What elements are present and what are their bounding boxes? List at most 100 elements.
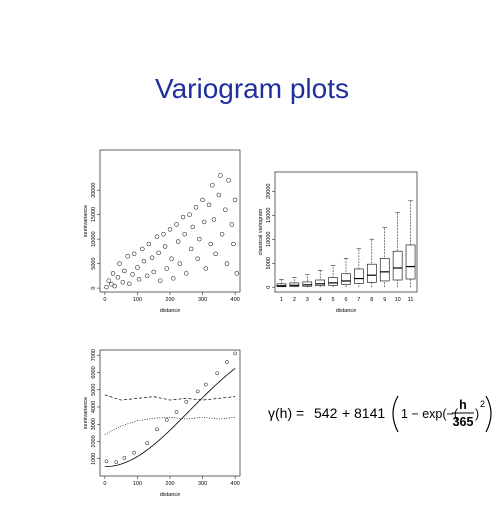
- scatter-point: [136, 277, 142, 282]
- scatter-point: [208, 241, 213, 247]
- envelope-line: [104, 416, 236, 435]
- data-point: [145, 441, 150, 446]
- plot-frame: [99, 349, 241, 477]
- scatter-point: [197, 236, 202, 242]
- scatter-point: [180, 214, 186, 220]
- x-axis-label: distance: [336, 308, 357, 314]
- scatter-point: [117, 261, 122, 266]
- scatter-point: [223, 207, 228, 212]
- scatter-point: [218, 173, 223, 178]
- y-tick-label: 7000: [91, 349, 97, 361]
- x-tick-label: 11: [408, 297, 414, 303]
- box: [302, 281, 313, 287]
- x-axis-label: distance: [160, 308, 181, 314]
- x-axis-label: distance: [160, 492, 181, 498]
- x-tick-label: 2: [293, 297, 296, 303]
- slide-title: Variogram plots: [155, 73, 349, 104]
- x-tick-label: 400: [231, 297, 240, 303]
- x-tick-label: 100: [133, 481, 142, 487]
- scatter-point: [151, 269, 156, 275]
- scatter-point: [182, 231, 187, 237]
- formula-h: h: [459, 398, 467, 412]
- scatter-point: [146, 241, 152, 247]
- formula-nugget: 542: [314, 405, 338, 421]
- scatter-point: [122, 268, 127, 274]
- scatter-point: [187, 212, 192, 217]
- y-tick-label: 20000: [266, 184, 272, 199]
- box: [379, 258, 390, 282]
- scatter-point: [106, 278, 112, 283]
- data-point: [174, 410, 179, 414]
- scatter-point: [131, 251, 137, 257]
- scatter-point: [174, 222, 179, 227]
- data-point: [104, 459, 109, 464]
- y-tick-label: 3000: [91, 418, 97, 430]
- y-axis-label: semivariance: [83, 205, 89, 237]
- scatter-point: [110, 271, 116, 276]
- x-tick-label: 300: [198, 481, 207, 487]
- scatter-point: [226, 178, 231, 183]
- x-tick-label: 200: [165, 481, 174, 487]
- x-tick-label: 5: [332, 297, 335, 303]
- x-tick-label: 8: [370, 297, 373, 303]
- scatter-point: [140, 246, 145, 252]
- data-point: [195, 389, 200, 394]
- y-tick-label: 10000: [91, 231, 97, 246]
- scatter-point: [200, 197, 205, 203]
- formula-close: ): [475, 407, 479, 421]
- paren: [392, 395, 399, 433]
- data-point: [114, 460, 119, 465]
- scatter-point: [141, 258, 147, 264]
- scatter-point: [234, 271, 239, 276]
- scatter-point: [171, 276, 176, 281]
- scatter-point: [130, 272, 135, 277]
- scatter-point: [201, 219, 207, 225]
- y-axis-label: semivariance: [83, 397, 89, 429]
- scatter-point: [175, 239, 181, 244]
- x-tick-label: 3: [306, 297, 309, 303]
- scatter-point: [188, 246, 194, 252]
- data-point: [164, 418, 169, 422]
- y-tick-label: 0: [91, 287, 97, 290]
- scatter-point: [104, 284, 109, 290]
- box: [366, 263, 377, 283]
- scatter-point: [127, 281, 132, 286]
- y-tick-label: 0: [266, 286, 272, 289]
- box: [328, 277, 338, 286]
- data-point: [225, 360, 229, 364]
- x-tick-label: 10: [395, 297, 401, 303]
- box: [354, 268, 364, 284]
- y-tick-label: 15000: [266, 208, 272, 223]
- box: [392, 250, 403, 281]
- paren: [485, 395, 492, 433]
- y-tick-label: 5000: [266, 257, 272, 269]
- formula-inner: 1 − exp(−(: [401, 407, 459, 421]
- y-tick-label: 2000: [91, 435, 97, 447]
- data-point: [132, 450, 137, 455]
- plot-frame: [99, 149, 241, 293]
- scatter-point: [231, 241, 236, 247]
- formula-range: 365: [453, 415, 474, 429]
- scatter-point: [210, 183, 215, 188]
- formula-lhs: γ(h) =: [268, 405, 304, 421]
- y-tick-label: 15000: [91, 207, 97, 222]
- scatter-point: [190, 224, 196, 230]
- scatter-point: [216, 192, 222, 198]
- box: [315, 279, 325, 287]
- scatter-point: [109, 281, 114, 287]
- x-tick-label: 6: [344, 297, 347, 303]
- scatter-point: [169, 256, 174, 261]
- x-tick-label: 0: [103, 297, 106, 303]
- scatter-point: [120, 279, 126, 285]
- scatter-point: [232, 197, 238, 203]
- y-tick-label: 1000: [91, 453, 97, 465]
- y-tick-label: 6000: [91, 366, 97, 378]
- scatter-point: [164, 266, 169, 271]
- scatter-point: [157, 278, 163, 283]
- y-tick-label: 20000: [91, 183, 97, 198]
- scatter-point: [144, 273, 150, 279]
- formula-plus: +: [342, 405, 350, 421]
- formula-power: 2: [480, 399, 485, 409]
- scatter-point: [156, 250, 161, 256]
